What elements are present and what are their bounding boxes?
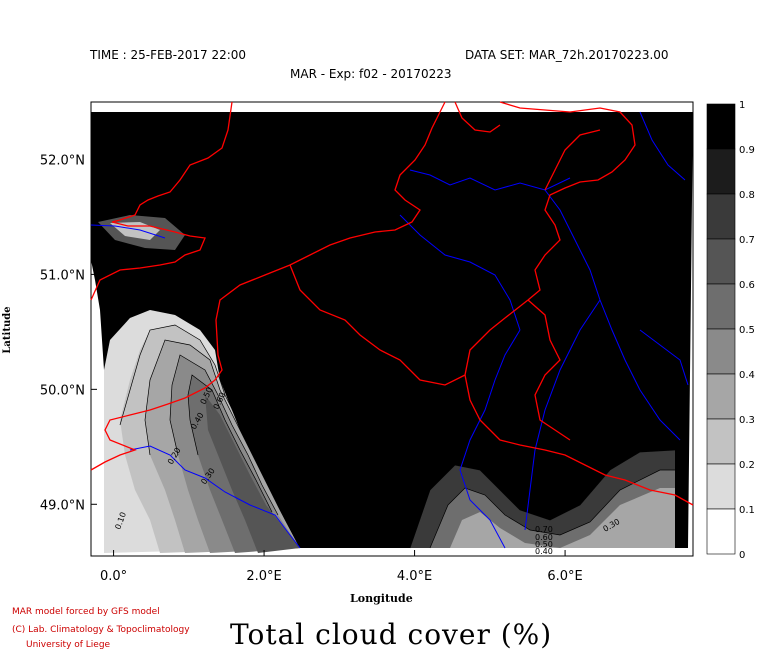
lat-tick-label: 49.0°N xyxy=(40,498,85,513)
coast-england xyxy=(90,101,233,301)
colorbar-swatch xyxy=(706,463,736,510)
border-nl-de xyxy=(499,101,636,301)
colorbar-swatch xyxy=(706,193,736,240)
credit-lab: (C) Lab. Climatology & Topoclimatology xyxy=(12,625,190,635)
border-be-de xyxy=(527,299,571,441)
colorbar-label: 0.2 xyxy=(739,460,755,471)
colorbar-swatch xyxy=(706,148,736,195)
river-meuse xyxy=(459,329,521,549)
coast-frisian xyxy=(454,101,501,133)
river-moselle xyxy=(524,299,601,531)
contour-label: 0.50 xyxy=(535,540,553,549)
border-nl-internal xyxy=(544,129,601,191)
contour-line xyxy=(187,374,273,513)
border-fr-de xyxy=(464,374,694,506)
colorbar-label: 0.1 xyxy=(739,505,755,516)
colorbar-swatch xyxy=(706,238,736,285)
colorbar-label: 0.7 xyxy=(739,235,755,246)
contour-line xyxy=(409,449,676,549)
colorbar-swatch xyxy=(706,373,736,420)
rivers xyxy=(90,111,689,549)
map-title: Total cloud cover (%) xyxy=(230,618,553,651)
y-axis-label: Latitude xyxy=(2,306,13,353)
river-thames xyxy=(90,224,166,239)
contour-line xyxy=(144,339,301,549)
river-main xyxy=(639,329,689,386)
colorbar: 1 0.9 0.8 0.7 0.6 0.5 0.4 0.3 0.2 0.1 0 xyxy=(706,100,755,561)
cloud-band-0.6 xyxy=(205,395,300,553)
river-rhine-delta xyxy=(409,169,571,191)
x-axis-label: Longitude xyxy=(350,592,413,605)
contour-label: 0.60 xyxy=(535,533,553,542)
colorbar-swatch xyxy=(706,283,736,330)
river-seine xyxy=(129,445,301,549)
longitude-axis: 0.0° 2.0°E 4.0°E 6.0°E xyxy=(100,550,583,584)
contour-label: 0.40 xyxy=(535,547,553,556)
colorbar-label: 0.6 xyxy=(739,280,755,291)
contour-line xyxy=(119,324,301,549)
credit-model: MAR model forced by GFS model xyxy=(12,607,160,617)
lon-tick-label: 0.0° xyxy=(100,569,127,584)
lat-tick-label: 51.0°N xyxy=(40,268,85,283)
colorbar-label: 0.3 xyxy=(739,415,755,426)
experiment-subtitle: MAR - Exp: f02 - 20170223 xyxy=(290,67,452,81)
contour-label: 0.70 xyxy=(535,525,553,534)
credit-university: University of Liege xyxy=(26,640,111,650)
river-rhine xyxy=(544,189,681,441)
border-fr-be xyxy=(289,264,529,386)
colorbar-label: 1 xyxy=(739,100,745,111)
lon-tick-label: 4.0°E xyxy=(397,569,432,584)
cloud-band-overcast xyxy=(91,112,693,548)
colorbar-label: 0.5 xyxy=(739,325,755,336)
colorbar-label: 0.4 xyxy=(739,370,755,381)
colorbar-label: 0.8 xyxy=(739,190,755,201)
colorbar-label: 0.9 xyxy=(739,145,755,156)
river-meuse-north xyxy=(399,214,521,331)
colorbar-swatch xyxy=(706,328,736,375)
lon-tick-label: 2.0°E xyxy=(246,569,281,584)
colorbar-label: 0 xyxy=(739,550,745,561)
colorbar-swatch xyxy=(706,103,736,150)
lat-tick-label: 52.0°N xyxy=(40,153,85,168)
lat-tick-label: 50.0°N xyxy=(40,383,85,398)
coast-continent xyxy=(90,101,446,471)
cloud-band-se-0.3 xyxy=(450,512,560,548)
colorbar-swatch xyxy=(706,418,736,465)
river-ems xyxy=(639,111,686,181)
dataset-label: DATA SET: MAR_72h.20170223.00 xyxy=(465,48,669,62)
time-label: TIME : 25-FEB-2017 22:00 xyxy=(90,48,247,62)
cloud-field xyxy=(91,112,693,553)
colorbar-swatch xyxy=(706,508,736,555)
cloud-band-se-east xyxy=(560,488,675,548)
lon-tick-label: 6.0°E xyxy=(547,569,582,584)
latitude-axis: 52.0°N 51.0°N 50.0°N 49.0°N xyxy=(40,153,97,513)
borders xyxy=(90,101,694,506)
